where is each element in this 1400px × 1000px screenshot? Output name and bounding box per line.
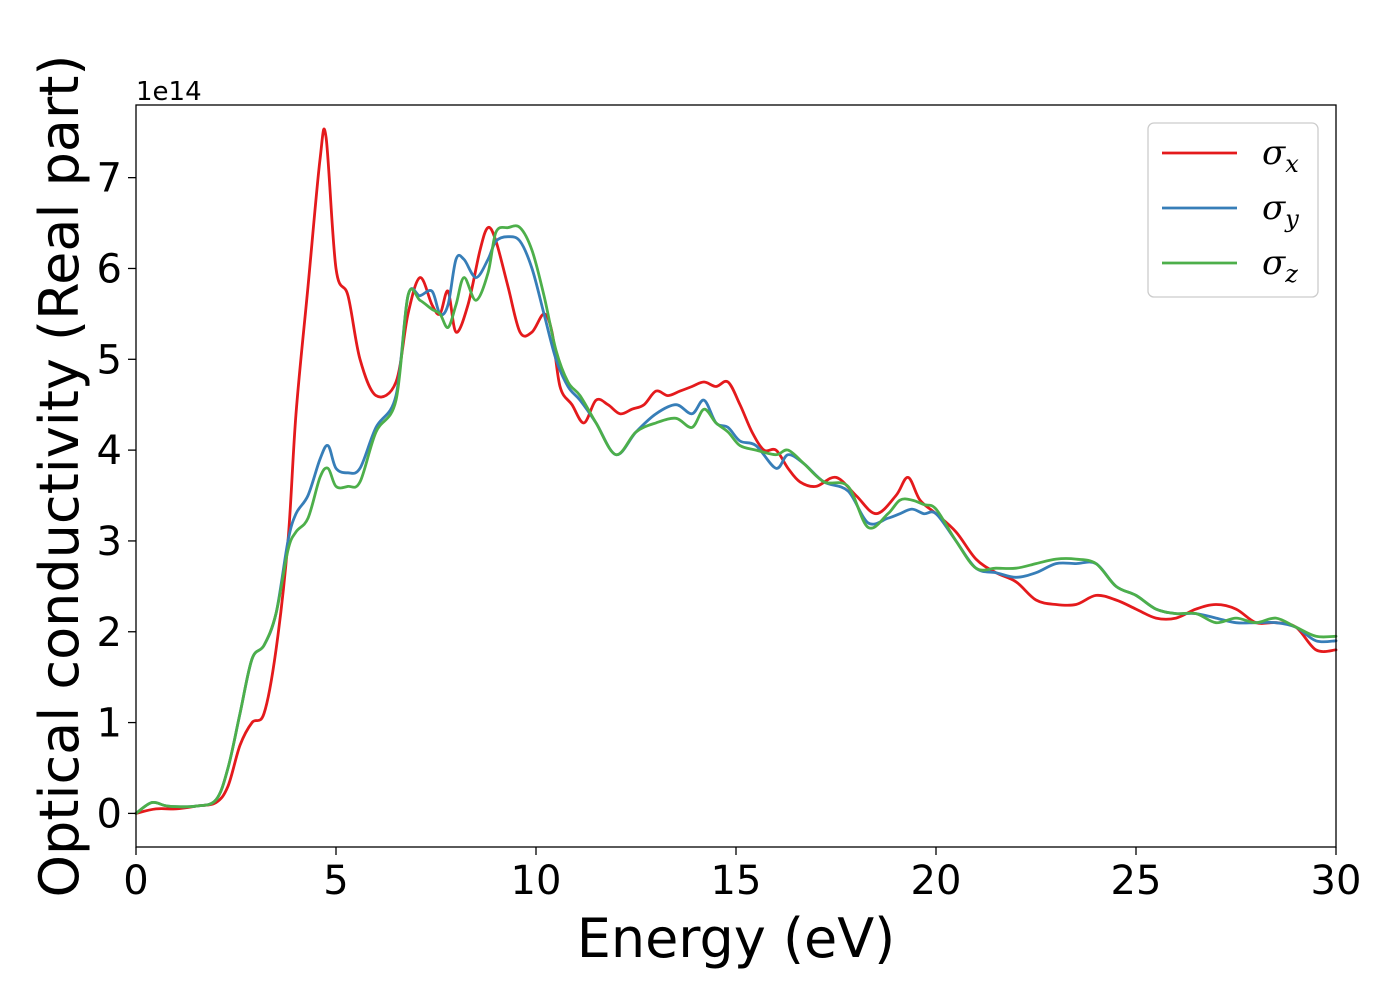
y-tick-label: 0: [97, 791, 122, 837]
y-offset-label: 1e14: [136, 77, 202, 107]
legend: σx σy σz: [1147, 122, 1319, 298]
y-tick-label: 3: [97, 519, 122, 565]
y-tick-label: 6: [97, 246, 122, 292]
y-axis: 0 1 2 3 4 5 6 7: [97, 156, 136, 837]
y-axis-title: Optical conductivity (Real part): [28, 55, 91, 898]
y-tick-label: 1: [97, 701, 122, 747]
y-tick-label: 2: [97, 610, 122, 656]
legend-label-z: σz: [1262, 243, 1298, 288]
legend-box: [1147, 122, 1319, 298]
x-tick-label: 30: [1311, 858, 1362, 904]
series-line-y: [134, 235, 1338, 815]
x-axis-title: Energy (eV): [577, 907, 896, 970]
plot-lines: [134, 127, 1338, 815]
series-line-x: [134, 127, 1338, 815]
x-tick-label: 5: [323, 858, 348, 904]
x-axis: 0 5 10 15 20 25 30: [123, 847, 1361, 904]
x-tick-label: 10: [511, 858, 562, 904]
y-tick-label: 5: [97, 337, 122, 383]
y-tick-label: 4: [97, 428, 122, 474]
legend-label-y: σy: [1262, 188, 1299, 233]
x-tick-label: 15: [711, 858, 762, 904]
y-tick-label: 7: [97, 156, 122, 202]
x-tick-label: 25: [1111, 858, 1162, 904]
x-tick-label: 0: [123, 858, 148, 904]
x-tick-label: 20: [911, 858, 962, 904]
series-line-z: [134, 224, 1338, 815]
legend-label-x: σx: [1262, 133, 1299, 178]
